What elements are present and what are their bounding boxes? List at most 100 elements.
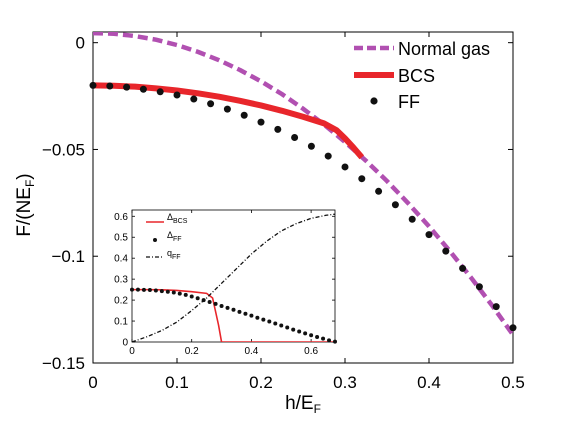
main-x-axis-label: h/EF	[285, 393, 321, 416]
inset-background	[104, 206, 340, 353]
inset-y-tick-label: 0.5	[114, 233, 128, 244]
main-x-tick-labels: 0 0.1 0.2 0.3 0.4 0.5	[88, 373, 525, 392]
inset-series-1-point	[267, 319, 272, 324]
inset-series-1-point	[195, 296, 200, 301]
inset-series-1-point	[177, 291, 182, 296]
inset-series-1-point	[255, 315, 260, 320]
inset-series-1-point	[183, 292, 188, 297]
inset-series-1-point	[207, 299, 212, 304]
main-series-2-point	[324, 152, 332, 160]
inset-series-1-point	[297, 329, 302, 334]
inset-series-1-point	[273, 321, 278, 326]
main-series-2-point	[156, 88, 164, 96]
inset-axis-ticks	[131, 210, 335, 343]
inset-y-tick-labels: 0 0.1 0.2 0.3 0.4 0.5 0.6	[114, 212, 128, 349]
inset-series-1-point	[309, 333, 314, 338]
inset-legend: ΔBCS ΔFF qFF	[146, 212, 188, 261]
inset-series-1-point	[141, 287, 146, 292]
main-series-2-point	[408, 215, 416, 223]
main-series-2-point	[358, 175, 366, 183]
main-series-2-point	[459, 264, 467, 272]
main-y-tick-label: −0.15	[42, 354, 85, 373]
main-series-2-markers	[89, 81, 517, 332]
inset-series-2-line	[132, 213, 335, 342]
main-series-2-point	[442, 247, 450, 255]
main-series-2-point	[274, 125, 282, 133]
legend-label-bcs: BCS	[398, 66, 435, 86]
legend-label-ff: FF	[398, 92, 420, 112]
inset-y-tick-label: 0.6	[114, 212, 128, 223]
inset-series-1-point	[237, 309, 242, 314]
main-series-2-point	[425, 231, 433, 239]
main-x-tick-label: 0.5	[501, 373, 525, 392]
inset-series-1-point	[219, 303, 224, 308]
inset-series-1-point	[333, 339, 337, 344]
main-x-tick-label: 0.2	[249, 373, 273, 392]
main-y-tick-labels: 0 −0.05 −0.1 −0.15	[42, 34, 85, 373]
inset-series-1-point	[171, 290, 176, 295]
main-series-2-point	[509, 324, 517, 332]
inset-series-1-point	[321, 336, 326, 341]
main-x-tick-label: 0	[88, 373, 97, 392]
main-series-2-point	[307, 142, 315, 150]
inset-series-1-point	[225, 305, 230, 310]
inset-legend-swatch-delta-ff	[153, 238, 157, 242]
main-axis-ticks	[92, 32, 514, 364]
main-legend: Normal gas BCS FF	[354, 39, 490, 112]
legend-swatch-ff	[370, 97, 378, 105]
inset-x-tick-labels: 0 0.2 0.4 0.6	[129, 346, 318, 357]
main-series-2-point	[341, 163, 349, 171]
main-series	[89, 32, 517, 337]
inset-y-tick-label: 0.2	[114, 296, 128, 307]
inset-series-1-point	[315, 334, 320, 339]
main-series-0-line	[93, 32, 513, 337]
inset-series-1-point	[231, 307, 236, 312]
main-series-2-point	[475, 283, 483, 291]
main-series-2-point	[257, 118, 265, 126]
main-series-2-point	[207, 100, 215, 108]
inset-plot: 0 0.2 0.4 0.6 0 0.1 0.2 0.3 0.4 0.5 0.6 ΔBCS ΔFF …	[104, 206, 340, 357]
inset-series-1-point	[153, 288, 158, 293]
inset-series-1-point	[285, 325, 290, 330]
main-series-2-point	[173, 91, 181, 99]
inset-y-tick-label: 0	[122, 338, 128, 349]
main-series-2-point	[291, 133, 299, 141]
main-y-axis-label: F/(NEF)	[14, 173, 37, 236]
inset-x-tick-label: 0.4	[244, 346, 258, 357]
main-x-tick-label: 0.3	[333, 373, 357, 392]
inset-series-1-point	[261, 317, 266, 322]
main-x-tick-label: 0.4	[417, 373, 441, 392]
inset-series-1-point	[291, 327, 296, 332]
inset-series-1-point	[213, 301, 218, 306]
inset-y-tick-label: 0.3	[114, 275, 128, 286]
inset-series-1-point	[249, 313, 254, 318]
main-y-tick-label: 0	[76, 34, 85, 53]
main-series-2-point	[139, 85, 147, 93]
inset-series-1-point	[189, 294, 194, 299]
inset-series-1-point	[135, 287, 140, 292]
inset-x-tick-label: 0	[129, 346, 135, 357]
main-plot-frame	[92, 31, 514, 364]
inset-y-tick-label: 0.1	[114, 317, 128, 328]
main-series-2-point	[375, 187, 383, 195]
main-y-tick-label: −0.1	[51, 247, 85, 266]
inset-series-1-point	[130, 287, 134, 292]
main-series-2-point	[123, 83, 131, 91]
main-series-2-point	[391, 201, 399, 209]
main-series-2-point	[190, 95, 198, 103]
inset-series-1-point	[243, 311, 248, 316]
inset-series-1-markers	[130, 287, 337, 344]
inset-series-1-point	[147, 288, 152, 293]
inset-series	[130, 213, 337, 344]
main-series-2-point	[492, 303, 500, 311]
main-series-2-point	[89, 81, 97, 89]
main-plot: 0 0.1 0.2 0.3 0.4 0.5 0 −0.05 −0.1 −0.15 h/EF F/…	[14, 31, 525, 416]
inset-series-1-point	[303, 331, 308, 336]
inset-series-1-point	[165, 289, 170, 294]
main-series-2-point	[240, 111, 248, 119]
main-series-2-point	[106, 82, 114, 90]
inset-y-tick-label: 0.4	[114, 254, 128, 265]
inset-series-1-point	[279, 323, 284, 328]
main-x-tick-label: 0.1	[165, 373, 189, 392]
